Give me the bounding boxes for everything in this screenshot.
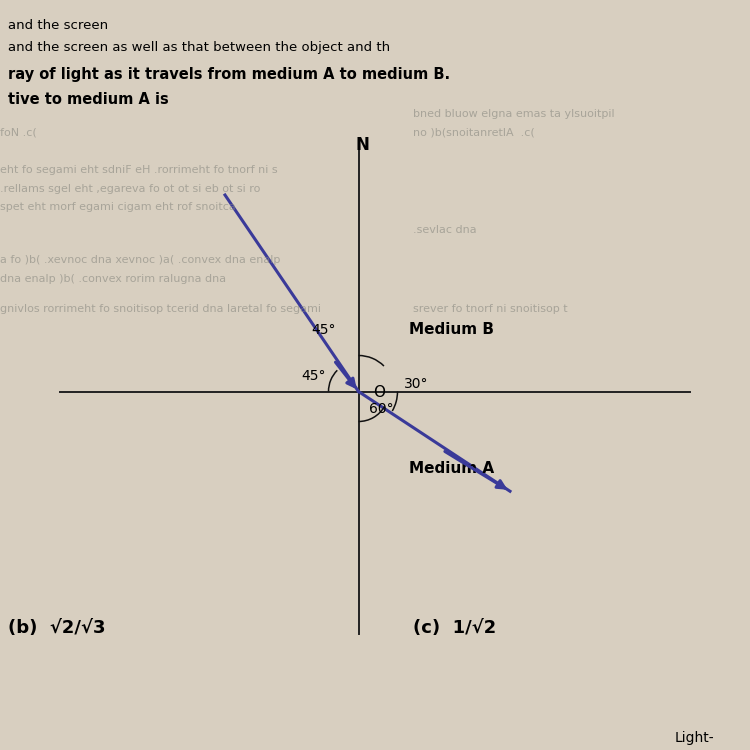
Text: tive to medium A is: tive to medium A is xyxy=(8,92,168,106)
Text: Light-: Light- xyxy=(675,731,715,746)
Text: no )b(snoitanretlA  .c(: no )b(snoitanretlA .c( xyxy=(413,128,534,137)
Text: O: O xyxy=(374,385,386,400)
Text: Medium B: Medium B xyxy=(409,322,494,338)
Text: N: N xyxy=(356,136,369,154)
Text: ray of light as it travels from medium A to medium B.: ray of light as it travels from medium A… xyxy=(8,68,450,82)
Text: Medium A: Medium A xyxy=(409,461,494,476)
Text: dna enalp )b( .convex rorim ralugna dna: dna enalp )b( .convex rorim ralugna dna xyxy=(0,274,226,284)
Text: and the screen as well as that between the object and th: and the screen as well as that between t… xyxy=(8,41,390,54)
Text: 45°: 45° xyxy=(312,323,336,337)
Text: bned bluow elgna emas ta ylsuoitpil: bned bluow elgna emas ta ylsuoitpil xyxy=(413,109,614,118)
Text: (c)  1/√2: (c) 1/√2 xyxy=(413,619,496,637)
Text: gnivlos rorrimeht fo snoitisop tcerid dna laretal fo segami: gnivlos rorrimeht fo snoitisop tcerid dn… xyxy=(0,304,321,313)
Text: spet eht morf egami cigam eht rof snoitca: spet eht morf egami cigam eht rof snoitc… xyxy=(0,202,236,212)
Text: 45°: 45° xyxy=(302,370,326,383)
Text: .rellams sgel eht ,egareva fo ot ot si eb ot si ro: .rellams sgel eht ,egareva fo ot ot si e… xyxy=(0,184,260,194)
Text: (b)  √2/√3: (b) √2/√3 xyxy=(8,619,105,637)
Text: a fo )b( .xevnoc dna xevnoc )a( .convex dna enalp: a fo )b( .xevnoc dna xevnoc )a( .convex … xyxy=(0,255,280,265)
Text: 60°: 60° xyxy=(369,402,393,416)
Text: and the screen: and the screen xyxy=(8,19,108,32)
Text: eht fo segami eht sdniF eH .rorrimeht fo tnorf ni s: eht fo segami eht sdniF eH .rorrimeht fo… xyxy=(0,165,278,175)
Text: foN .c(: foN .c( xyxy=(0,128,37,137)
Text: srever fo tnorf ni snoitisop t: srever fo tnorf ni snoitisop t xyxy=(413,304,567,313)
Text: 30°: 30° xyxy=(404,377,428,391)
Text: .sevlac dna: .sevlac dna xyxy=(413,225,476,235)
